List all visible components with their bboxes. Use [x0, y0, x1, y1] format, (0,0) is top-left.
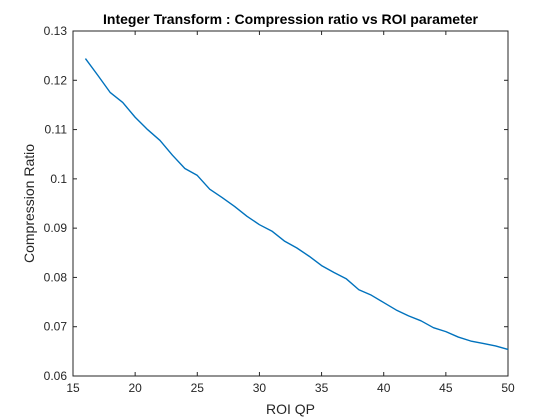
y-tick-label: 0.11	[45, 123, 68, 137]
y-tick-label: 0.1	[50, 172, 67, 186]
y-tick-label: 0.08	[44, 270, 68, 284]
y-tick-label: 0.09	[44, 221, 68, 235]
chart-title: Integer Transform : Compression ratio vs…	[103, 11, 479, 27]
y-axis-label: Compression Ratio	[21, 144, 37, 263]
x-axis: 15 20 25 30 35 40 45 50	[66, 31, 515, 395]
y-tick-label: 0.07	[44, 320, 68, 334]
x-tick-label: 15	[66, 381, 80, 395]
y-tick-label: 0.06	[44, 369, 68, 383]
x-tick-label: 50	[501, 381, 515, 395]
plot-area	[72, 30, 509, 377]
x-tick-label: 40	[377, 381, 391, 395]
series-line	[84, 58, 509, 351]
x-tick-label: 25	[191, 381, 205, 395]
y-axis: 0.06 0.07 0.08 0.09 0.1 0.11 0.12 0.13	[44, 24, 508, 383]
x-tick-label: 30	[253, 381, 267, 395]
x-tick-label: 20	[128, 381, 142, 395]
y-tick-label: 0.12	[44, 73, 68, 87]
y-tick-label: 0.13	[44, 24, 68, 38]
x-tick-label: 35	[315, 381, 329, 395]
x-tick-label: 45	[439, 381, 453, 395]
x-axis-label: ROI QP	[266, 401, 315, 417]
